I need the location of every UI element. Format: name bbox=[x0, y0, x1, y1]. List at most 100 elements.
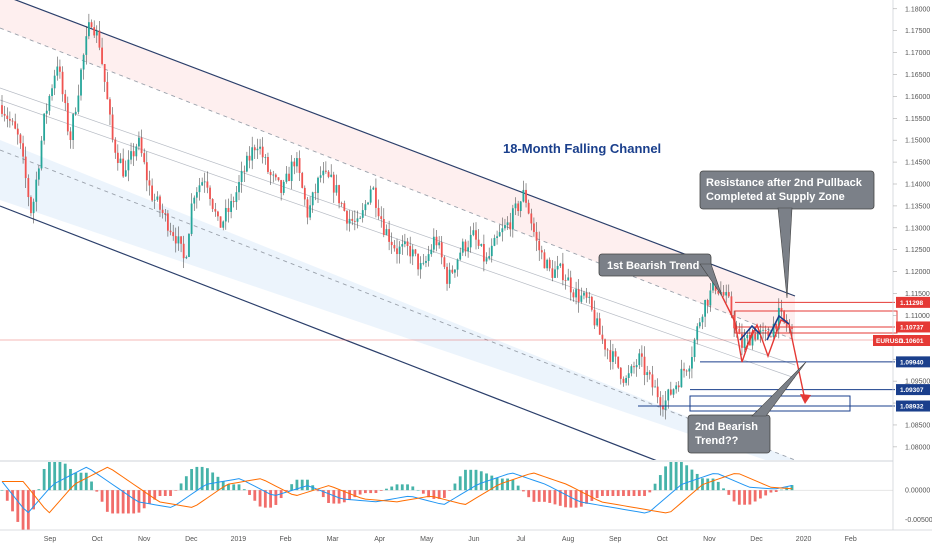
time-tick-label: Aug bbox=[562, 536, 575, 543]
candle-body bbox=[359, 217, 362, 219]
macd-histogram-bar bbox=[74, 472, 78, 491]
macd-histogram-bar bbox=[490, 475, 494, 491]
candle-body bbox=[37, 168, 40, 180]
candle-body bbox=[53, 75, 56, 89]
macd-histogram-bar bbox=[674, 462, 678, 491]
candle-body bbox=[630, 366, 633, 374]
candle-body bbox=[559, 263, 562, 266]
macd-histogram-bar bbox=[263, 490, 267, 508]
macd-histogram-bar bbox=[764, 490, 768, 496]
candle-body bbox=[443, 257, 446, 267]
macd-histogram-bar bbox=[242, 489, 246, 491]
macd-histogram-bar bbox=[79, 472, 83, 491]
candle-body bbox=[677, 385, 680, 388]
candle-body bbox=[40, 140, 43, 169]
time-tick-label: May bbox=[420, 536, 434, 543]
candle-body bbox=[111, 114, 114, 140]
candle-body bbox=[675, 385, 678, 390]
macd-histogram-bar bbox=[616, 490, 620, 496]
candle-body bbox=[361, 210, 364, 218]
macd-histogram-bar bbox=[95, 490, 99, 492]
candle-body bbox=[290, 161, 293, 182]
macd-histogram-bar bbox=[16, 490, 20, 522]
candle-body bbox=[669, 389, 672, 395]
candle-body bbox=[493, 237, 496, 246]
candle-body bbox=[164, 212, 167, 214]
macd-histogram-bar bbox=[411, 486, 415, 491]
macd-axis: 0.00000 -0.00500 bbox=[905, 488, 932, 524]
candle-body bbox=[527, 202, 530, 214]
macd-histogram-bar bbox=[137, 490, 141, 513]
candle-body bbox=[317, 177, 319, 193]
candle-body bbox=[606, 349, 609, 351]
candle-body bbox=[461, 241, 464, 253]
candle-body bbox=[306, 199, 309, 218]
macd-histogram-bar bbox=[590, 490, 594, 501]
macd-histogram-bar bbox=[748, 490, 752, 505]
level-badge bbox=[896, 321, 930, 333]
candle-body bbox=[404, 241, 406, 245]
macd-histogram-bar bbox=[121, 490, 125, 514]
macd-histogram-bar bbox=[695, 473, 699, 491]
callout-second-bearish-pointer bbox=[751, 361, 807, 417]
candle-body bbox=[30, 197, 32, 214]
macd-histogram-bar bbox=[395, 484, 399, 491]
callout-second-bearish-line-1: 2nd Bearish bbox=[695, 421, 758, 433]
macd-histogram-bar bbox=[105, 490, 109, 512]
macd-histogram-bar bbox=[227, 484, 230, 491]
macd-histogram-bar bbox=[543, 490, 546, 502]
macd-histogram-bar bbox=[53, 462, 57, 491]
macd-histogram-bar bbox=[601, 490, 604, 496]
candle-body bbox=[596, 318, 599, 326]
macd-histogram-bar bbox=[153, 490, 157, 500]
candle-body bbox=[206, 181, 209, 188]
candle-body bbox=[691, 357, 693, 369]
candle-body bbox=[277, 177, 280, 181]
macd-histogram-bar bbox=[142, 490, 146, 509]
macd-histogram-bar bbox=[737, 490, 741, 505]
price-tick-label: 1.08000 bbox=[905, 444, 930, 451]
macd-histogram-bar bbox=[664, 466, 667, 491]
candle-body bbox=[174, 236, 177, 244]
macd-histogram-bar bbox=[300, 479, 304, 491]
time-tick-label: Apr bbox=[374, 536, 386, 543]
candle-body bbox=[425, 260, 427, 263]
channel-mid-line-1 bbox=[0, 87, 796, 366]
macd-histogram-bar bbox=[69, 468, 72, 491]
callout-resistance-line-1: Resistance after 2nd Pullback bbox=[706, 177, 863, 189]
macd-histogram-bar bbox=[295, 479, 299, 491]
projection-arrows bbox=[721, 295, 811, 404]
candle-body bbox=[519, 201, 522, 212]
candle-body bbox=[135, 146, 138, 157]
candle-body bbox=[188, 233, 190, 257]
candle-body bbox=[641, 353, 643, 357]
macd-histogram-bar bbox=[374, 490, 378, 494]
candle-body bbox=[625, 377, 627, 383]
candle-body bbox=[590, 296, 593, 310]
price-tick-label: 1.16000 bbox=[905, 94, 930, 101]
candle-body bbox=[369, 189, 372, 203]
lower-demand-band bbox=[0, 140, 795, 460]
candle-body bbox=[293, 161, 296, 167]
macd-histogram-bar bbox=[90, 481, 93, 491]
candle-body bbox=[448, 269, 451, 284]
candle-body bbox=[180, 236, 182, 244]
candle-body bbox=[390, 241, 393, 246]
candle-body bbox=[248, 155, 251, 161]
candle-body bbox=[272, 174, 275, 176]
candle-body bbox=[580, 295, 583, 302]
candle-body bbox=[422, 262, 425, 264]
candle-body bbox=[651, 374, 654, 388]
channel-mid-line-2 bbox=[0, 99, 796, 379]
macd-histogram-bar bbox=[285, 490, 288, 492]
candle-body bbox=[322, 170, 325, 176]
candle-body bbox=[398, 246, 401, 255]
macd-histogram-bar bbox=[743, 490, 746, 505]
candle-body bbox=[19, 134, 22, 144]
candle-body bbox=[85, 36, 88, 55]
time-tick-label: Sep bbox=[609, 536, 622, 543]
macd-histogram-bar bbox=[127, 490, 130, 514]
candle-body bbox=[562, 263, 564, 281]
chart-title: 18-Month Falling Channel bbox=[503, 141, 661, 156]
